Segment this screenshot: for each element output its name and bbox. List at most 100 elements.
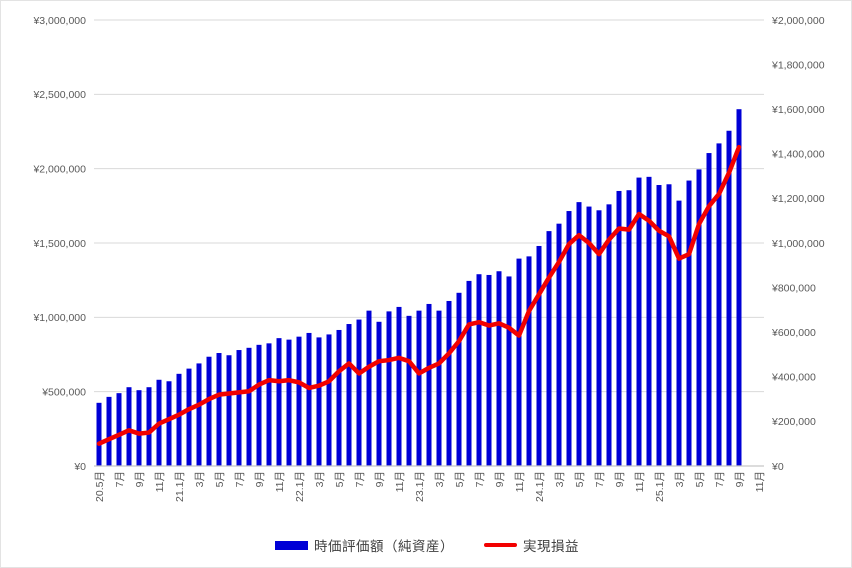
left-axis-tick-label: ¥1,000,000 — [32, 312, 86, 324]
x-axis-tick-label: 11月 — [394, 471, 406, 492]
bar-2024-09 — [616, 190, 622, 466]
bar-2022-12 — [406, 315, 412, 466]
x-axis-tick-label: 21.1月 — [174, 471, 186, 502]
bar-2025-08 — [726, 130, 732, 467]
bar-2021-06 — [226, 355, 232, 466]
x-axis-tick-label: 7月 — [714, 471, 726, 487]
bar-2023-04 — [446, 300, 452, 466]
bar-2022-04 — [326, 334, 332, 466]
x-axis-tick-label: 24.1月 — [534, 471, 546, 502]
bar-2024-05 — [576, 202, 582, 466]
bar-2025-05 — [696, 169, 702, 466]
bar-2023-05 — [456, 292, 462, 466]
bar-2023-07 — [476, 274, 482, 466]
right-axis-tick-label: ¥600,000 — [771, 327, 816, 339]
right-axis-tick-label: ¥1,000,000 — [771, 238, 825, 250]
x-axis-tick-label: 3月 — [314, 471, 326, 487]
bar-2025-03 — [676, 200, 682, 466]
x-axis-tick-label: 7月 — [594, 471, 606, 487]
right-axis-tick-label: ¥400,000 — [771, 372, 816, 384]
bar-2020-12 — [166, 381, 172, 466]
bar-2025-09 — [736, 109, 742, 466]
bar-2023-06 — [466, 280, 472, 466]
realized-pl-line — [96, 144, 742, 446]
x-axis-tick-label: 11月 — [754, 471, 766, 492]
bar-2024-07 — [596, 210, 602, 466]
bar-2024-03 — [556, 223, 562, 466]
right-axis-tick-label: ¥1,800,000 — [771, 59, 825, 71]
bar-2024-12 — [646, 176, 652, 467]
left-axis-tick-label: ¥3,000,000 — [32, 15, 86, 27]
x-axis-tick-label: 9月 — [374, 471, 386, 487]
bar-2021-03 — [196, 363, 202, 466]
bar-2022-11 — [396, 306, 402, 466]
x-axis-tick-label: 7月 — [234, 471, 246, 487]
bar-2022-09 — [376, 321, 382, 466]
bar-2022-07 — [356, 319, 362, 466]
bar-2020-09 — [136, 390, 142, 466]
x-axis-tick-label: 7月 — [354, 471, 366, 487]
legend-label-market-value: 時価評価額（純資産） — [314, 539, 454, 554]
bar-2020-06 — [106, 396, 112, 466]
bar-2024-02 — [546, 231, 552, 466]
right-axis-tick-label: ¥1,400,000 — [771, 149, 825, 161]
x-axis-tick-label: 22.1月 — [294, 471, 306, 502]
bar-2022-01 — [296, 336, 302, 466]
bar-series-swatch — [275, 540, 308, 550]
bar-2023-03 — [436, 310, 442, 466]
legend-item-market-value: 時価評価額（純資産） — [275, 535, 454, 555]
x-axis-tick-label: 7月 — [474, 471, 486, 487]
x-axis-tick-label: 5月 — [574, 471, 586, 487]
bar-2022-06 — [346, 324, 352, 466]
bar-2023-10 — [506, 276, 512, 466]
x-axis-tick-label: 5月 — [214, 471, 226, 487]
bar-2023-12 — [526, 256, 532, 466]
bar-2021-02 — [186, 368, 192, 466]
bar-2022-03 — [316, 337, 322, 466]
bar-2023-01 — [416, 310, 422, 466]
bar-2025-06 — [706, 153, 712, 466]
x-axis-tick-label: 9月 — [494, 471, 506, 487]
bar-2023-02 — [426, 303, 432, 466]
bar-2021-11 — [276, 338, 282, 466]
bar-2021-12 — [286, 339, 292, 466]
x-axis-tick-label: 9月 — [134, 471, 146, 487]
x-axis-tick-label: 20.5月 — [94, 471, 106, 502]
bar-2022-10 — [386, 311, 392, 466]
x-axis-tick-label: 9月 — [734, 471, 746, 487]
bar-2020-05 — [96, 402, 102, 466]
bar-2023-11 — [516, 258, 522, 466]
bar-2025-07 — [716, 143, 722, 467]
x-axis-tick-label: 5月 — [334, 471, 346, 487]
bar-2021-05 — [216, 353, 222, 466]
left-axis-tick-label: ¥2,000,000 — [32, 163, 86, 175]
bar-2023-08 — [486, 274, 492, 466]
x-axis-tick-label: 9月 — [254, 471, 266, 487]
bar-2022-08 — [366, 310, 372, 466]
bar-2024-08 — [606, 204, 612, 466]
x-axis-tick-label: 5月 — [694, 471, 706, 487]
x-axis-tick-label: 3月 — [554, 471, 566, 487]
right-axis-tick-label: ¥200,000 — [771, 416, 816, 428]
bar-2021-07 — [236, 350, 242, 466]
bar-2024-11 — [636, 177, 642, 466]
legend-label-realized-pl: 実現損益 — [523, 539, 579, 554]
x-axis-tick-label: 3月 — [674, 471, 686, 487]
x-axis-tick-label: 7月 — [114, 471, 126, 487]
x-axis-tick-label: 11月 — [514, 471, 526, 492]
left-axis-tick-label: ¥2,500,000 — [32, 89, 86, 101]
right-axis-tick-label: ¥1,200,000 — [771, 193, 825, 205]
right-axis-tick-label: ¥800,000 — [771, 282, 816, 294]
bar-2021-01 — [176, 373, 182, 466]
x-axis-tick-label: 5月 — [454, 471, 466, 487]
bar-2020-10 — [146, 387, 152, 466]
right-axis-tick-label: ¥2,000,000 — [771, 15, 825, 27]
bar-2024-04 — [566, 211, 572, 466]
bar-2025-02 — [666, 184, 672, 466]
x-axis-tick-label: 9月 — [614, 471, 626, 487]
line-series-swatch — [484, 543, 517, 547]
bar-2024-06 — [586, 206, 592, 466]
x-axis-tick-label: 25.1月 — [654, 471, 666, 502]
right-axis-tick-label: ¥0 — [771, 461, 784, 473]
x-axis-tick-label: 3月 — [194, 471, 206, 487]
